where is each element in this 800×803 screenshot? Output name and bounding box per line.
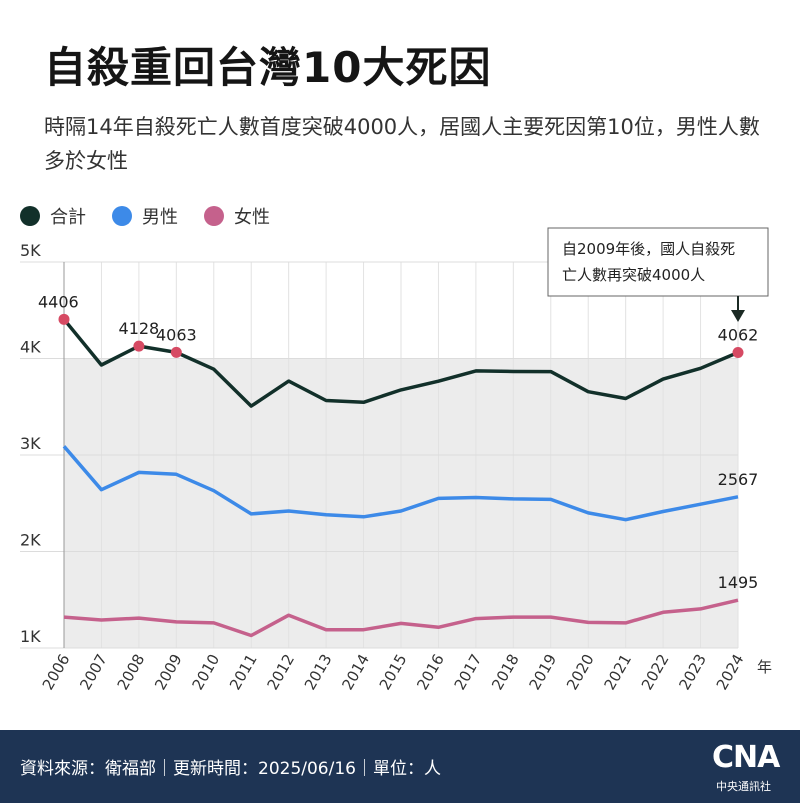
legend-label-male: 男性 (142, 207, 178, 228)
series-line-2 (63, 598, 739, 638)
x-tick-label: 2009 (151, 651, 186, 693)
x-tick-label: 2021 (600, 651, 635, 693)
chart-subtitle: 時隔14年自殺死亡人數首度突破4000人，居國人主要死因第10位，男性人數多於女… (44, 115, 760, 173)
x-tick-label: 2006 (39, 651, 74, 693)
annotation-text-line1: 自2009年後，國人自殺死 (562, 240, 735, 258)
cna-logo: CNA 中央通訊社 (708, 738, 794, 800)
x-tick-label: 2020 (563, 651, 598, 693)
x-tick-label: 2016 (413, 651, 448, 693)
x-tick-label: 2024 (713, 651, 748, 693)
footer: 資料來源：衛福部｜更新時間：2025/06/16｜單位：人 CNA 中央通訊社 (0, 730, 800, 803)
data-label: 4128 (119, 319, 160, 338)
x-axis-unit: 年 (757, 658, 772, 676)
legend-swatch-male (112, 206, 132, 226)
data-label: 4063 (156, 325, 197, 344)
x-tick-label: 2008 (114, 651, 149, 693)
legend-item-female: 女性 (204, 203, 270, 229)
y-tick-label: 1K (20, 627, 41, 646)
legend: 合計 男性 女性 (20, 203, 296, 229)
highlight-point (133, 340, 145, 352)
x-tick-label: 2019 (526, 651, 561, 693)
x-tick-label: 2014 (338, 651, 373, 693)
series-line-1 (62, 445, 739, 522)
x-tick-label: 2022 (638, 651, 673, 693)
y-tick-label: 4K (20, 338, 41, 357)
highlight-point (58, 313, 70, 325)
data-label: 4406 (38, 292, 79, 311)
x-tick-label: 2018 (488, 651, 523, 693)
x-tick-label: 2012 (263, 651, 298, 693)
annotation-arrow-head (731, 310, 745, 322)
x-tick-label: 2013 (301, 651, 336, 693)
logo-subtext: 中央通訊社 (716, 780, 771, 793)
legend-label-female: 女性 (234, 207, 270, 228)
legend-swatch-female (204, 206, 224, 226)
data-label: 4062 (718, 326, 759, 345)
annotation-text-line2: 亡人數再突破4000人 (562, 266, 705, 284)
y-tick-label: 2K (20, 531, 41, 550)
annotation-box (547, 227, 769, 297)
x-tick-label: 2015 (376, 651, 411, 693)
chart-title: 自殺重回台灣10大死因 (44, 43, 492, 92)
x-tick-label: 2017 (451, 651, 486, 693)
source-note: 資料來源：衛福部｜更新時間：2025/06/16｜單位：人 (20, 759, 441, 779)
x-tick-label: 2010 (189, 651, 224, 693)
y-tick-label: 5K (20, 241, 41, 260)
data-label: 2567 (718, 470, 759, 489)
legend-item-male: 男性 (112, 203, 178, 229)
legend-swatch-total (20, 206, 40, 226)
y-tick-label: 3K (20, 434, 41, 453)
legend-label-total: 合計 (50, 207, 86, 228)
x-tick-label: 2011 (226, 651, 261, 693)
highlight-point (732, 347, 744, 359)
legend-item-total: 合計 (20, 203, 86, 229)
x-tick-label: 2007 (76, 651, 111, 693)
highlight-point (170, 346, 182, 358)
logo-text: CNA (712, 740, 780, 775)
data-label: 1495 (718, 573, 759, 592)
x-tick-label: 2023 (675, 651, 710, 693)
